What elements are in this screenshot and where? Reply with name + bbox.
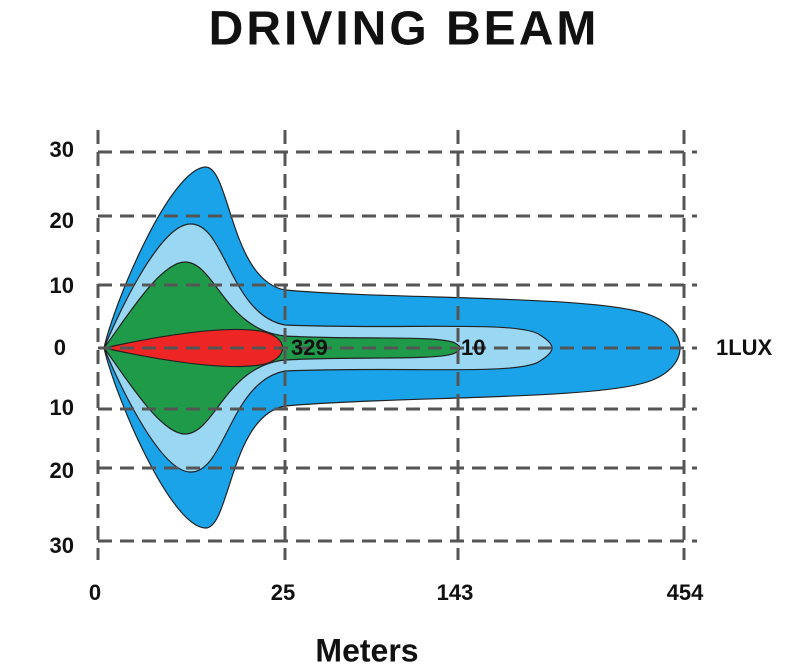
y-label: 30 bbox=[50, 137, 74, 162]
y-label: 20 bbox=[50, 208, 74, 233]
title: DRIVING BEAM bbox=[209, 3, 600, 56]
y-label: 10 bbox=[50, 395, 74, 420]
annotation: 10 bbox=[461, 335, 485, 360]
x-label: 454 bbox=[667, 580, 704, 605]
y-label: 30 bbox=[50, 533, 74, 558]
y-label: 0 bbox=[54, 335, 66, 360]
x-label: 143 bbox=[437, 580, 474, 605]
y-label: 10 bbox=[50, 273, 74, 298]
annotation: 1LUX bbox=[716, 335, 773, 360]
annotation: 329 bbox=[291, 335, 328, 360]
x-axis-title: Meters bbox=[315, 632, 418, 668]
y-label: 20 bbox=[50, 458, 74, 483]
x-label: 0 bbox=[89, 580, 101, 605]
grid bbox=[96, 130, 697, 560]
x-label: 25 bbox=[271, 580, 295, 605]
